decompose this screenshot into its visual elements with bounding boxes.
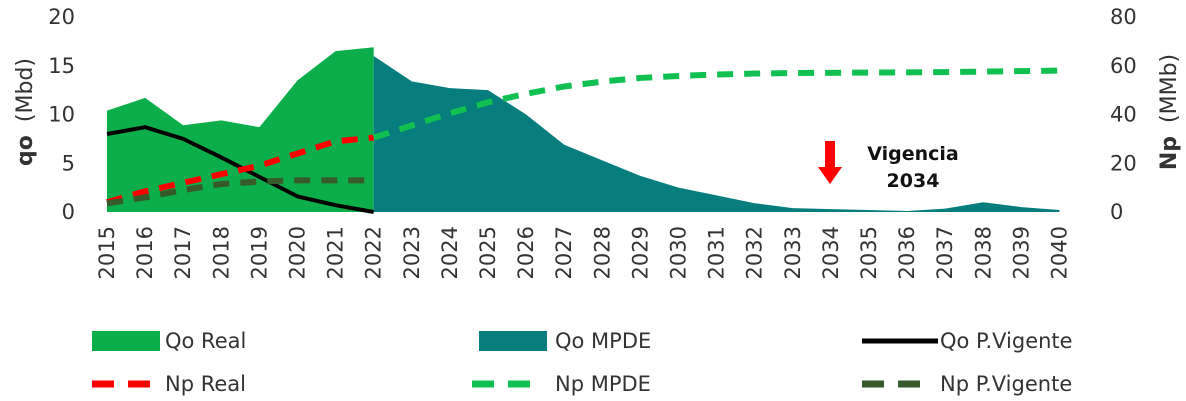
x-tick-label: 2035 xyxy=(857,226,881,279)
line-np-p-vigente xyxy=(106,177,374,207)
legend-label: Qo P.Vigente xyxy=(940,329,1073,353)
right-tick-label: 20 xyxy=(1110,151,1137,175)
x-tick-label: 2019 xyxy=(247,226,271,279)
x-tick-label: 2017 xyxy=(171,226,195,279)
x-tick-label: 2028 xyxy=(590,226,614,279)
left-axis-ticks: 0 5 10 15 20 xyxy=(48,5,75,224)
legend-label: Np Real xyxy=(165,372,246,396)
x-tick-label: 2015 xyxy=(95,226,119,279)
legend-item-qo-real: Qo Real xyxy=(92,329,246,353)
area-qo-mpde xyxy=(373,56,1060,212)
legend-item-np-mpde: Np MPDE xyxy=(472,372,651,396)
right-axis-title-bold: Np xyxy=(1157,136,1182,170)
x-axis-ticks: 2015 2016 2017 2018 2019 2020 2021 2022 2023 2024… xyxy=(95,226,1072,279)
legend-label: Np MPDE xyxy=(555,372,651,396)
left-tick-label: 5 xyxy=(62,151,75,175)
red-down-arrow-icon xyxy=(818,141,842,184)
area-series-layer xyxy=(107,47,1060,212)
right-tick-label: 40 xyxy=(1110,103,1137,127)
legend-swatch xyxy=(479,331,547,351)
x-tick-label: 2040 xyxy=(1048,226,1072,279)
legend: Qo Real Qo MPDE Qo P.Vigente Np Real Np MPDE… xyxy=(92,329,1073,396)
right-tick-label: 80 xyxy=(1110,5,1137,29)
x-tick-label: 2022 xyxy=(362,226,386,279)
left-tick-label: 20 xyxy=(48,5,75,29)
x-tick-label: 2018 xyxy=(209,226,233,279)
x-tick-label: 2034 xyxy=(819,226,843,279)
x-tick-label: 2016 xyxy=(133,226,157,279)
right-tick-label: 0 xyxy=(1110,200,1123,224)
x-tick-label: 2027 xyxy=(552,226,576,279)
annotation-line-1: Vigencia xyxy=(867,143,959,165)
left-axis-title-bold: qo xyxy=(13,135,38,166)
x-tick-label: 2038 xyxy=(971,226,995,279)
legend-item-np-real: Np Real xyxy=(92,372,246,396)
left-tick-label: 0 xyxy=(62,200,75,224)
x-tick-label: 2021 xyxy=(324,226,348,279)
legend-item-qo-p-vigente: Qo P.Vigente xyxy=(862,329,1073,353)
x-tick-label: 2023 xyxy=(400,226,424,279)
x-tick-label: 2030 xyxy=(667,226,691,279)
x-tick-label: 2024 xyxy=(438,226,462,279)
x-tick-label: 2032 xyxy=(743,226,767,279)
x-tick-label: 2029 xyxy=(628,226,652,279)
x-tick-label: 2025 xyxy=(476,226,500,279)
legend-swatch xyxy=(92,331,160,351)
x-tick-label: 2026 xyxy=(514,226,538,279)
area-qo-real xyxy=(107,47,374,212)
left-tick-label: 10 xyxy=(48,103,75,127)
right-tick-label: 60 xyxy=(1110,54,1137,78)
right-axis-ticks: 0 20 40 60 80 xyxy=(1110,5,1137,224)
x-tick-label: 2039 xyxy=(1009,226,1033,279)
line-series-layer xyxy=(106,67,1060,214)
line-np-real xyxy=(106,134,374,206)
x-tick-label: 2031 xyxy=(705,226,729,279)
left-axis-title-unit: (Mbd) xyxy=(13,58,38,122)
left-axis-title: qo (Mbd) xyxy=(13,58,38,166)
legend-item-np-p-vigente: Np P.Vigente xyxy=(862,372,1072,396)
legend-label: Qo MPDE xyxy=(555,329,651,353)
x-tick-label: 2036 xyxy=(895,226,919,279)
right-axis-title-unit: (MMb) xyxy=(1157,54,1182,123)
legend-label: Qo Real xyxy=(165,329,246,353)
right-axis-title: Np (MMb) xyxy=(1157,54,1182,170)
legend-label: Np P.Vigente xyxy=(940,372,1072,396)
x-tick-label: 2033 xyxy=(781,226,805,279)
vigencia-annotation: Vigencia 2034 xyxy=(818,141,959,192)
x-tick-label: 2037 xyxy=(933,226,957,279)
annotation-line-2: 2034 xyxy=(887,170,940,192)
line-np-mpde xyxy=(372,67,1060,141)
x-tick-label: 2020 xyxy=(286,226,310,279)
legend-item-qo-mpde: Qo MPDE xyxy=(479,329,651,353)
left-tick-label: 15 xyxy=(48,54,75,78)
